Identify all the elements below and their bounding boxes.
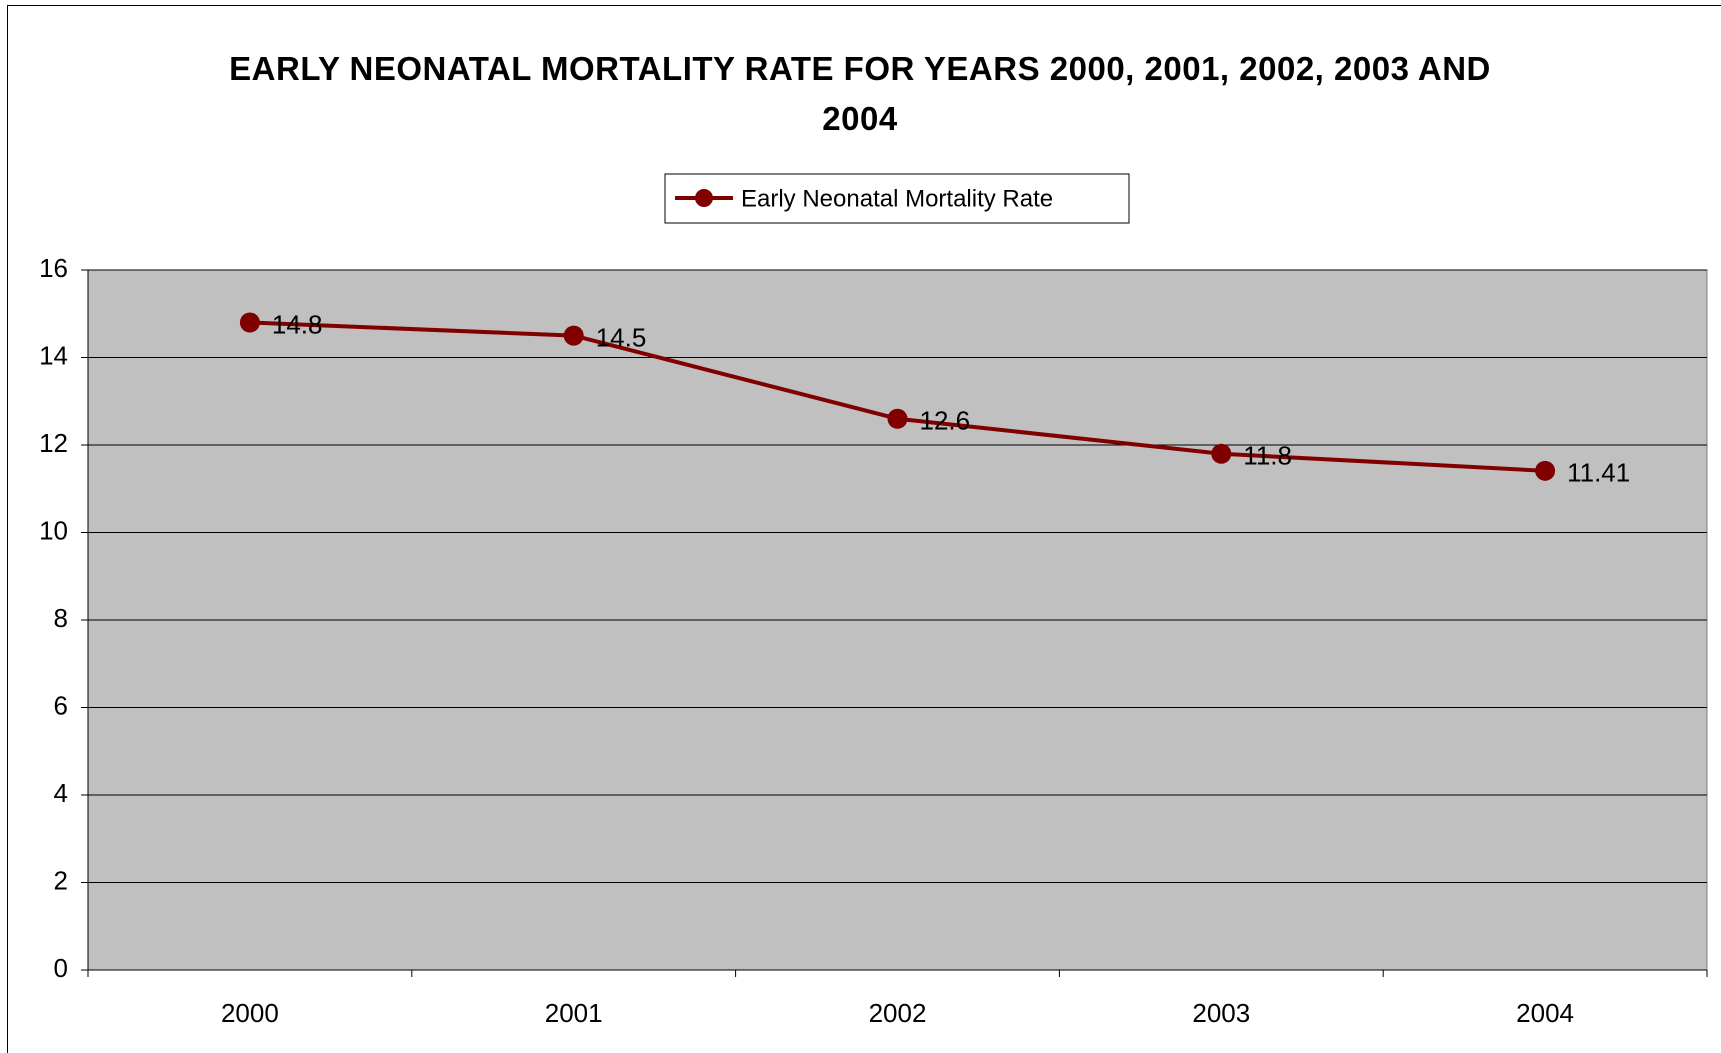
marker — [239, 312, 260, 333]
x-tick-label: 2000 — [221, 998, 279, 1028]
y-tick-label: 4 — [54, 778, 68, 808]
legend-marker — [695, 189, 713, 207]
y-tick-label: 2 — [54, 865, 68, 895]
data-label: 14.5 — [596, 323, 647, 353]
x-tick-label: 2002 — [869, 998, 927, 1028]
y-tick-label: 8 — [54, 603, 68, 633]
legend-label: Early Neonatal Mortality Rate — [741, 185, 1053, 212]
y-tick-label: 6 — [54, 690, 68, 720]
y-tick-label: 0 — [54, 953, 68, 983]
marker — [1535, 460, 1556, 481]
data-label: 14.8 — [272, 309, 323, 339]
chart-frame — [7, 5, 1721, 1053]
data-label: 11.8 — [1243, 441, 1292, 471]
chart-title: EARLY NEONATAL MORTALITY RATE FOR YEARS … — [229, 50, 1491, 137]
y-tick-label: 16 — [39, 253, 68, 283]
marker — [563, 325, 584, 346]
y-tick-label: 12 — [39, 428, 68, 458]
x-tick-label: 2001 — [545, 998, 603, 1028]
x-tick-label: 2004 — [1516, 998, 1574, 1028]
y-tick-label: 14 — [39, 340, 68, 370]
data-label: 12.6 — [920, 406, 971, 436]
x-tick-label: 2003 — [1192, 998, 1250, 1028]
marker — [1211, 443, 1232, 464]
data-label: 11.41 — [1567, 458, 1630, 488]
marker — [887, 408, 908, 429]
y-tick-label: 10 — [39, 515, 68, 545]
legend-box — [664, 173, 1130, 224]
